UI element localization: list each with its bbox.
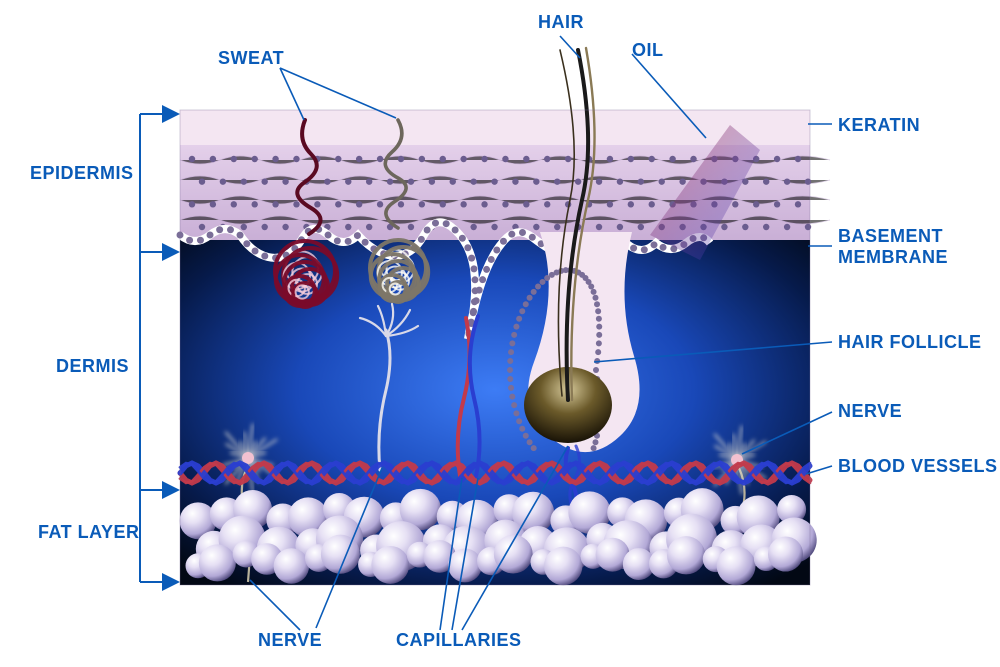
label-hair-follicle: HAIR FOLLICLE [838,332,982,353]
skin-cross-section-diagram: EPIDERMIS DERMIS FAT LAYER SWEAT HAIR OI… [0,0,1000,667]
label-keratin: KERATIN [838,115,920,136]
label-blood-vessels: BLOOD VESSELS [838,456,998,477]
label-oil: OIL [632,40,664,61]
label-epidermis: EPIDERMIS [30,163,134,184]
bm-line2: MEMBRANE [838,247,948,267]
label-sweat: SWEAT [218,48,284,69]
label-hair: HAIR [538,12,584,33]
label-basement-membrane: BASEMENT MEMBRANE [838,226,948,267]
label-nerve-right: NERVE [838,401,902,422]
label-nerve-bottom: NERVE [258,630,322,651]
bm-line1: BASEMENT [838,226,943,246]
panel [177,48,831,585]
label-dermis: DERMIS [56,356,129,377]
label-capillaries: CAPILLARIES [396,630,522,651]
layer-bracket [140,114,176,582]
label-fat-layer: FAT LAYER [38,522,140,543]
